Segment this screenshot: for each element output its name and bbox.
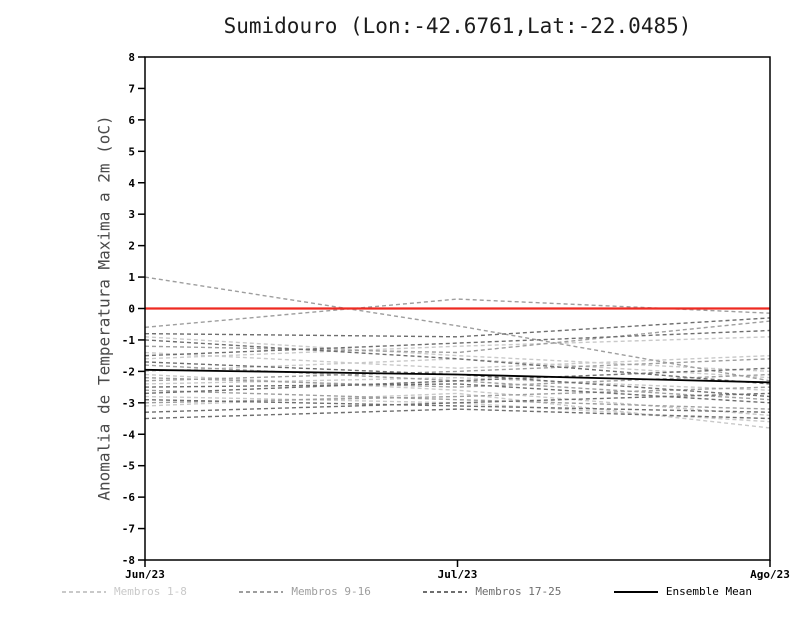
dashed-line-swatch <box>239 590 284 593</box>
legend-item-membros-1-8: Membros 1-8 <box>62 585 187 598</box>
legend-item-membros-9-16: Membros 9-16 <box>239 585 371 598</box>
svg-text:6: 6 <box>128 114 135 127</box>
svg-text:-1: -1 <box>122 334 136 347</box>
chart-title: Sumidouro (Lon:-42.6761,Lat:-22.0485) <box>223 14 692 38</box>
svg-text:4: 4 <box>128 177 135 190</box>
legend-label: Membros 1-8 <box>114 585 187 598</box>
svg-text:-6: -6 <box>122 491 136 504</box>
svg-text:7: 7 <box>128 82 135 95</box>
dashed-line-swatch <box>423 590 468 593</box>
svg-text:8: 8 <box>128 51 135 64</box>
svg-text:5: 5 <box>128 145 135 158</box>
legend-label: Membros 9-16 <box>291 585 371 598</box>
legend-item-ensemble-mean: Ensemble Mean <box>613 585 752 598</box>
svg-text:Jun/23: Jun/23 <box>125 568 165 581</box>
svg-text:Jul/23: Jul/23 <box>438 568 478 581</box>
svg-text:-3: -3 <box>122 397 135 410</box>
svg-text:-7: -7 <box>122 523 135 536</box>
svg-text:-8: -8 <box>122 554 135 567</box>
svg-text:0: 0 <box>128 303 135 316</box>
solid-line-swatch <box>613 590 658 593</box>
svg-text:1: 1 <box>128 271 135 284</box>
legend-label: Ensemble Mean <box>665 585 752 598</box>
svg-text:Ago/23: Ago/23 <box>750 568 790 581</box>
legend-item-membros-17-25: Membros 17-25 <box>423 585 561 598</box>
svg-text:3: 3 <box>128 208 135 221</box>
svg-text:-5: -5 <box>122 460 135 473</box>
svg-text:-2: -2 <box>122 365 135 378</box>
dashed-line-swatch <box>62 590 106 593</box>
legend-label: Membros 17-25 <box>475 585 562 598</box>
chart-legend: Membros 1-8 Membros 9-16 Membros 17-25 E… <box>62 585 752 598</box>
svg-text:-4: -4 <box>122 428 136 441</box>
y-axis-label: Anomalia de Temperatura Maxima a 2m (oC) <box>94 115 114 501</box>
svg-text:2: 2 <box>128 240 135 253</box>
